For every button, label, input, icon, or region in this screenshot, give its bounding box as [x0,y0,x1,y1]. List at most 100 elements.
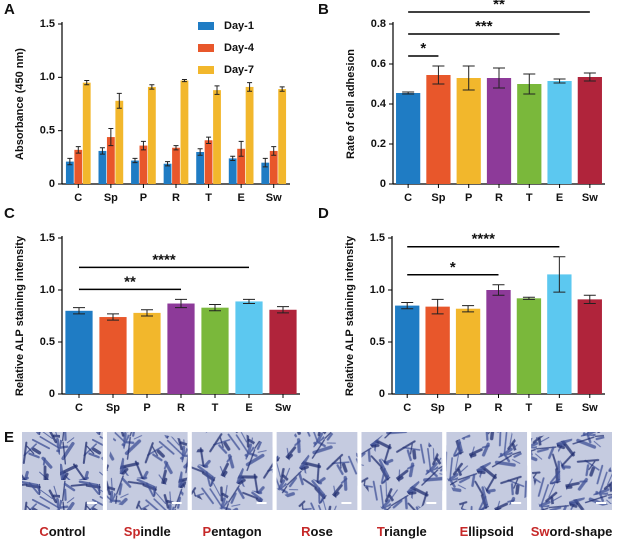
bar [235,301,263,394]
error-bar [522,296,535,300]
bar [425,306,450,394]
error-bar [67,157,73,166]
significance-label: * [450,259,456,276]
micrograph [531,432,613,510]
bar [455,308,481,394]
error-bar [206,136,212,144]
bar [547,81,572,184]
bar [82,82,91,184]
bar [516,298,542,394]
y-tick-label: 0.2 [371,138,386,150]
error-bar [247,82,253,92]
caption: Spindle [124,524,171,539]
error-bar [181,78,187,83]
error-bar [271,146,277,156]
bar [269,309,297,394]
legend-swatch [198,22,214,30]
error-bar [462,305,475,313]
micrograph [22,432,103,510]
bar [426,75,451,184]
error-bar [149,84,155,90]
legend-label: Day-4 [224,42,255,54]
error-bar [175,298,187,309]
x-tick-label: Sp [431,192,445,204]
panel-label: C [4,205,15,222]
caption: Sword-shape [531,524,613,539]
x-tick-label: C [75,402,83,414]
panel-label: E [4,429,14,446]
y-tick-label: 0.5 [40,125,55,137]
x-tick-label: T [212,402,219,414]
error-bar [173,145,179,151]
y-tick-label: 1.0 [40,284,55,296]
micrograph-frame [22,432,103,510]
error-bar [431,298,444,315]
micrograph-frame [191,432,273,510]
micrograph-frame [361,432,443,510]
panel-label: B [318,1,329,18]
bar [163,163,172,184]
caption: Control [39,524,85,539]
error-bar [84,80,90,86]
error-bar [99,147,105,155]
bar [131,160,139,184]
caption-initial: P [203,524,212,539]
caption-rest: entagon [211,524,262,539]
caption-rest: ose [310,524,332,539]
y-axis-label: Relative ALP staining intensity [344,235,356,396]
y-tick-label: 0.8 [371,18,386,30]
micrograph-frame [531,432,613,510]
error-bar [583,294,596,305]
bar [486,290,511,394]
bar [577,77,602,184]
caption: Triangle [377,524,427,539]
y-tick-label: 0 [49,178,55,190]
bar [237,148,246,184]
bar [98,150,107,184]
error-bar [523,73,536,95]
error-bar [75,146,81,154]
significance-label: **** [472,231,496,248]
caption-initial: Sp [124,524,141,539]
error-bar [402,91,415,95]
error-bar [553,78,566,84]
x-tick-label: R [495,402,503,414]
x-tick-label: P [140,192,147,204]
caption-rest: riangle [384,524,427,539]
legend-swatch [198,44,214,52]
significance-label: *** [475,18,493,35]
bar [269,150,278,184]
caption-rest: ord-shape [550,524,613,539]
error-bar [492,284,505,296]
error-bar [279,86,285,92]
error-bar [432,65,445,85]
x-tick-label: T [526,402,533,414]
y-tick-label: 1.5 [40,18,55,30]
y-axis-label: Relative ALP staining intensity [14,235,26,396]
error-bar [73,307,85,315]
bar [261,162,270,184]
bar [172,147,180,184]
significance-label: * [420,40,426,57]
bar [245,86,254,184]
bar [180,80,189,184]
significance-label: ** [124,273,136,290]
bar [196,152,205,184]
caption-initial: Sw [531,524,551,539]
caption-rest: indle [140,524,170,539]
micrograph-frame [276,432,358,510]
error-bar [583,72,596,82]
panel-label: D [318,205,329,222]
y-tick-label: 1.5 [40,232,55,244]
error-bar [401,301,414,310]
micrograph [191,432,273,510]
x-tick-label: E [245,402,252,414]
micrograph [446,432,528,510]
x-tick-label: P [465,192,472,204]
error-bar [262,157,268,168]
x-tick-label: Sp [431,402,445,414]
x-tick-label: C [404,192,412,204]
y-tick-label: 1.0 [40,71,55,83]
bar [106,137,115,184]
y-tick-label: 1.5 [370,232,385,244]
